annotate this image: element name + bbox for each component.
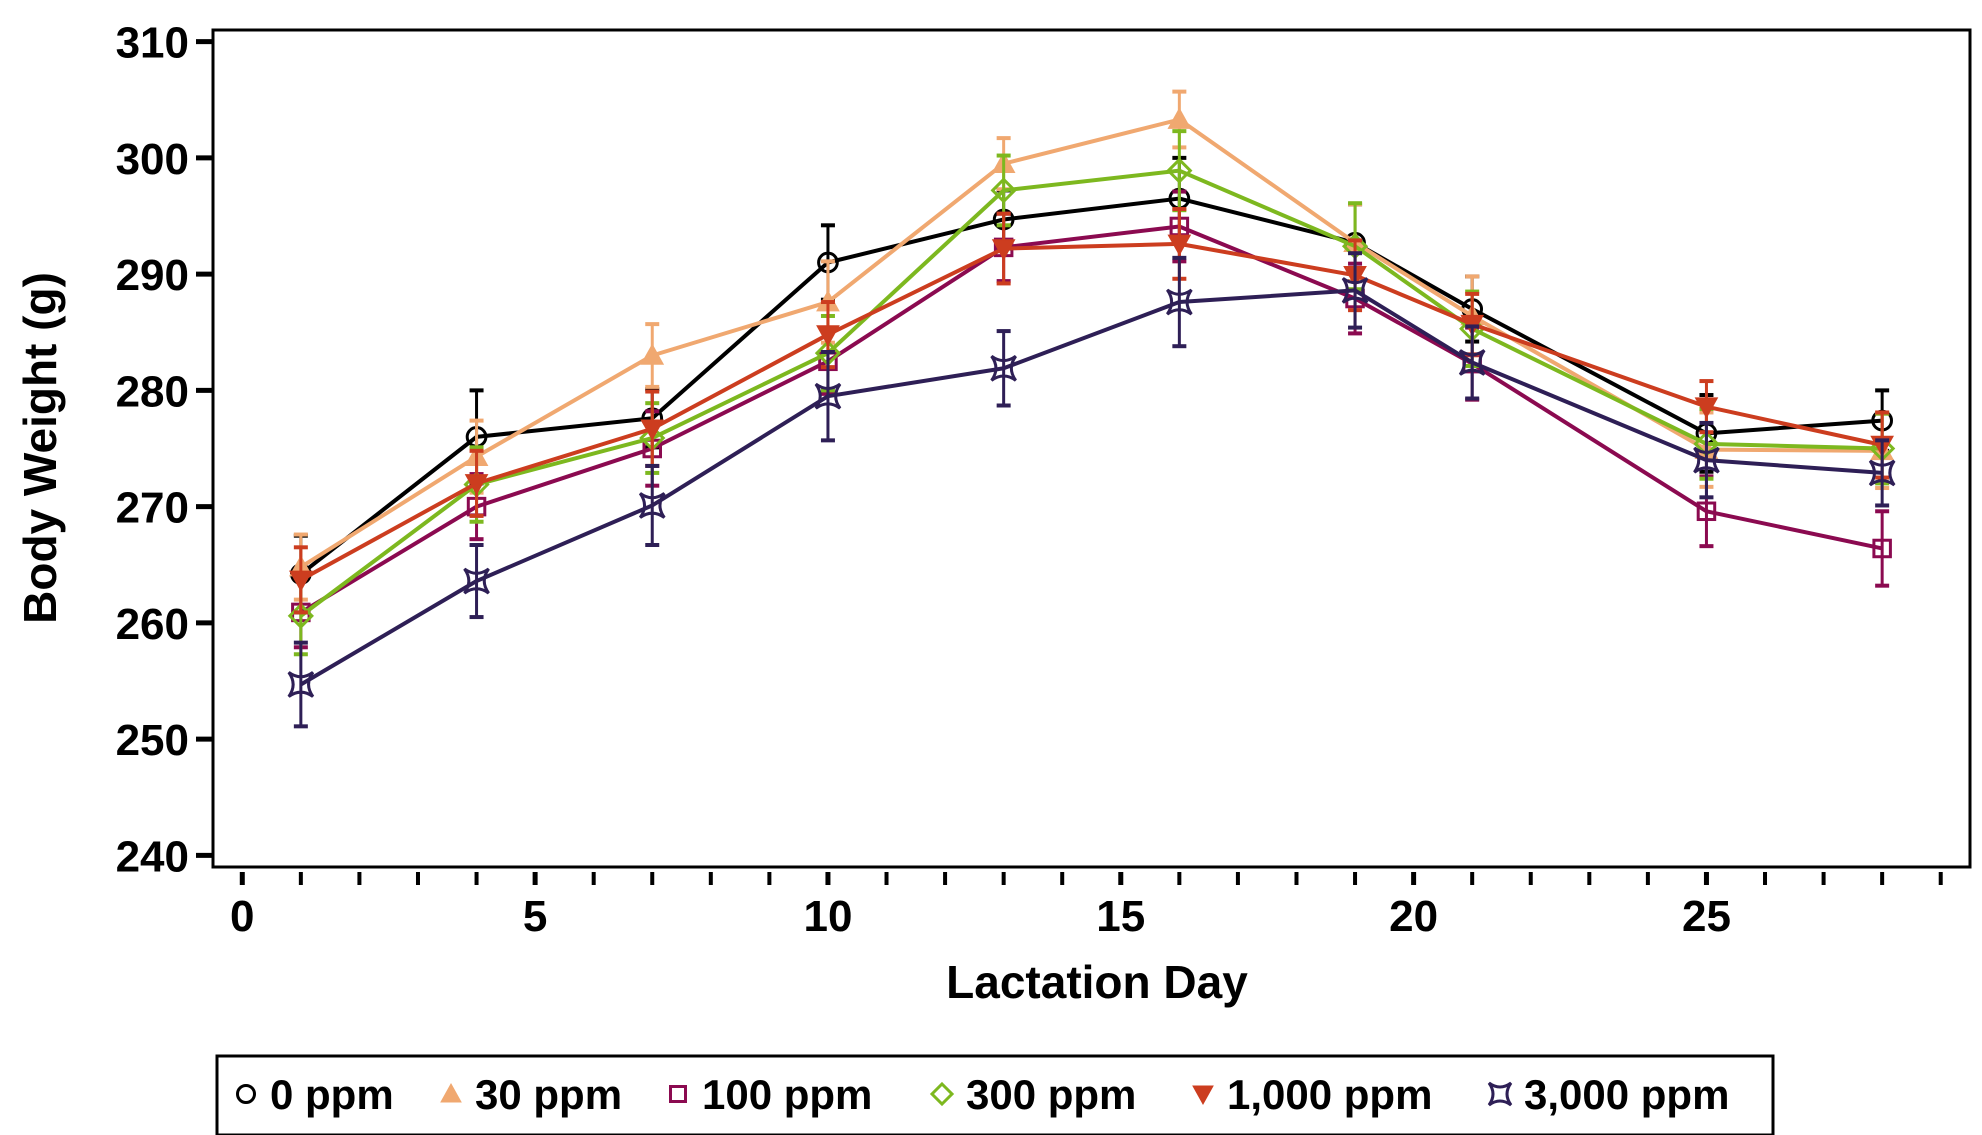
- x-tick-label: 20: [1389, 892, 1438, 941]
- legend-marker: [1192, 1085, 1214, 1106]
- data-point: [640, 343, 665, 365]
- data-point: [816, 325, 840, 347]
- data-point: [991, 239, 1016, 261]
- y-tick-label: 280: [116, 367, 189, 416]
- series-line: [299, 241, 1883, 582]
- legend-marker: [929, 1081, 955, 1107]
- x-axis-label: Lactation Day: [946, 956, 1248, 1008]
- data-point: [1872, 538, 1892, 559]
- legend-item-2: 30 ppm: [440, 1071, 622, 1118]
- data-point: [1341, 277, 1369, 304]
- y-axis-label: Body Weight (g): [14, 272, 66, 624]
- legend-label: 30 ppm: [475, 1071, 622, 1118]
- legend-label: 3,000 ppm: [1524, 1071, 1729, 1118]
- data-point: [1166, 157, 1193, 184]
- x-tick-label: 0: [230, 892, 254, 941]
- series-5: [289, 207, 1894, 615]
- series-line: [299, 168, 1883, 618]
- data-point: [814, 382, 842, 410]
- y-tick-label: 270: [116, 484, 189, 533]
- x-axis: 0 5 10 15 20 25: [230, 872, 1943, 941]
- data-point: [990, 177, 1017, 204]
- legend: 0 ppm 30 ppm 100 ppm 300 ppm 1,000 ppm 3,000 …: [215, 1054, 1775, 1135]
- data-point: [1694, 397, 1719, 419]
- legend-item-6: 3,000 ppm: [1487, 1071, 1729, 1118]
- series-layer: [287, 89, 1896, 729]
- data-point: [289, 570, 313, 592]
- series-1: [290, 155, 1894, 615]
- y-tick-label: 250: [116, 716, 189, 765]
- series-2: [289, 89, 1894, 602]
- data-point: [464, 474, 489, 496]
- data-point: [1167, 234, 1192, 256]
- legend-item-4: 300 ppm: [929, 1071, 1136, 1118]
- y-tick-label: 260: [116, 600, 189, 649]
- data-point: [638, 492, 666, 519]
- y-tick-label: 300: [116, 135, 189, 184]
- data-point: [1458, 349, 1486, 376]
- y-tick-label: 290: [116, 251, 189, 300]
- data-point: [1166, 288, 1193, 316]
- legend-label: 0 ppm: [270, 1071, 394, 1118]
- data-point: [1696, 501, 1717, 522]
- y-tick-label: 310: [116, 19, 189, 68]
- legend-marker: [1487, 1081, 1513, 1107]
- data-point: [1693, 446, 1720, 474]
- legend-item-3: 100 ppm: [669, 1071, 872, 1118]
- series-line: [299, 196, 1883, 576]
- legend-label: 1,000 ppm: [1227, 1071, 1432, 1118]
- data-point: [1868, 459, 1896, 487]
- legend-marker: [669, 1085, 687, 1103]
- x-tick-label: 10: [803, 892, 852, 941]
- legend-item-5: 1,000 ppm: [1192, 1071, 1432, 1118]
- y-axis: 240 250 260 270 280 290 300 310: [116, 19, 213, 881]
- data-point: [463, 567, 490, 595]
- y-tick-label: 240: [116, 832, 189, 881]
- data-point: [287, 602, 314, 630]
- series-line: [299, 117, 1883, 569]
- data-point: [640, 419, 665, 441]
- legend-frame: [215, 1054, 1775, 1135]
- x-tick-label: 5: [523, 892, 547, 941]
- series-6: [287, 251, 1896, 729]
- legend-marker: [440, 1082, 462, 1103]
- legend-marker: [236, 1084, 256, 1104]
- legend-items: 0 ppm 30 ppm 100 ppm 300 ppm 1,000 ppm 3,000 …: [236, 1071, 1729, 1118]
- x-tick-label: 25: [1682, 892, 1731, 941]
- series-line: [299, 288, 1883, 687]
- x-tick-label: 15: [1096, 892, 1145, 941]
- plot-frame: [211, 28, 1972, 869]
- legend-label: 300 ppm: [966, 1071, 1136, 1118]
- data-point: [287, 671, 315, 698]
- legend-label: 100 ppm: [702, 1071, 872, 1118]
- legend-item-1: 0 ppm: [236, 1071, 394, 1118]
- series-line: [299, 224, 1883, 615]
- data-point: [1167, 107, 1192, 129]
- data-point: [990, 354, 1017, 382]
